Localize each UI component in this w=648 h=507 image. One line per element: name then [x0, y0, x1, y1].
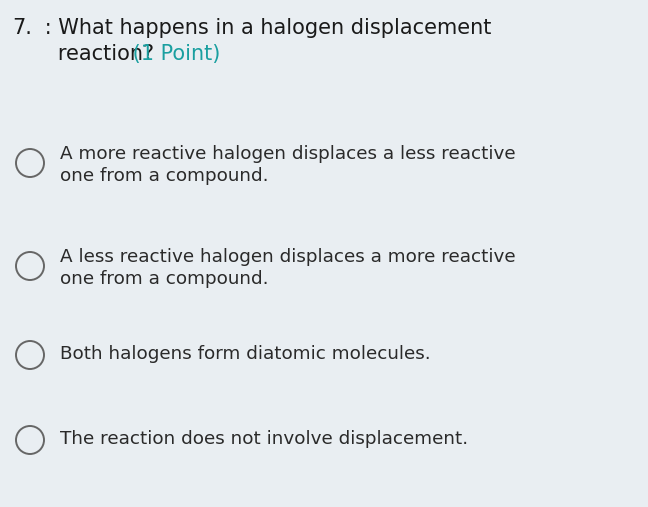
- Text: reaction?: reaction?: [38, 44, 154, 64]
- Text: Both halogens form diatomic molecules.: Both halogens form diatomic molecules.: [60, 345, 431, 363]
- Text: A more reactive halogen displaces a less reactive: A more reactive halogen displaces a less…: [60, 145, 516, 163]
- Text: (1 Point): (1 Point): [126, 44, 220, 64]
- Text: 7.: 7.: [12, 18, 32, 38]
- Text: one from a compound.: one from a compound.: [60, 167, 268, 185]
- Text: A less reactive halogen displaces a more reactive: A less reactive halogen displaces a more…: [60, 248, 516, 266]
- Text: one from a compound.: one from a compound.: [60, 270, 268, 288]
- Text: The reaction does not involve displacement.: The reaction does not involve displaceme…: [60, 430, 468, 448]
- Text: : What happens in a halogen displacement: : What happens in a halogen displacement: [38, 18, 491, 38]
